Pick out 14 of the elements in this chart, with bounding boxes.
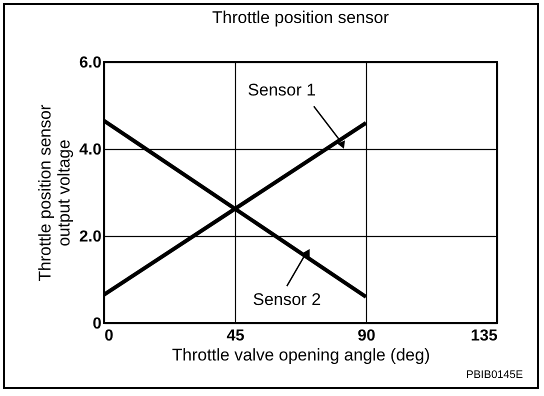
x-tick-label: 45 <box>226 328 244 344</box>
y-tick-label: 6.0 <box>79 54 102 72</box>
x-tick-label: 0 <box>104 328 114 344</box>
text: PBIB0145E <box>466 369 523 381</box>
x-axis-title: Throttle valve opening angle (deg) <box>172 346 430 364</box>
y-tick-label: 0 <box>92 316 102 332</box>
y-tick-label: 4.0 <box>79 142 102 158</box>
y-axis-title: Throttle position sensor output voltage <box>35 104 74 282</box>
annotation: Sensor 2 <box>252 290 321 310</box>
x-tick-label: 90 <box>358 328 376 344</box>
chart-title: Throttle position sensor <box>212 8 390 27</box>
annotation: Sensor 1 <box>248 80 316 100</box>
x-tick-label: 135 <box>470 328 498 344</box>
y-tick-label: 2.0 <box>79 228 102 246</box>
